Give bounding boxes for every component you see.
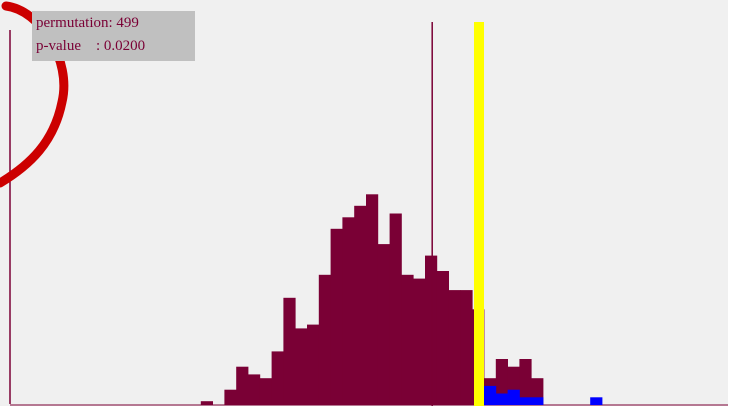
- histogram-bar: [200, 401, 213, 405]
- observed-statistic-line: [474, 22, 484, 406]
- pvalue-label: p-value: [36, 38, 81, 54]
- histogram-bar: [248, 374, 261, 405]
- histogram-bar-extreme: [495, 393, 508, 405]
- histogram-bar: [318, 274, 331, 405]
- histogram-bar: [389, 213, 402, 405]
- histogram-bars-above-observed: [484, 385, 603, 406]
- histogram-bar: [295, 328, 308, 405]
- histogram-bar: [236, 366, 249, 405]
- pvalue-text: p-value : 0.0200: [36, 37, 145, 55]
- histogram-bar: [283, 297, 296, 405]
- histogram-bar: [342, 217, 355, 405]
- histogram-bar: [330, 228, 343, 405]
- histogram-bar: [413, 278, 426, 405]
- histogram-bar: [271, 351, 284, 405]
- permutation-label: permutation:: [36, 15, 113, 31]
- histogram-bar-extreme: [484, 385, 497, 406]
- histogram-bar: [436, 271, 449, 405]
- permutation-info-box: permutation: 499 p-value : 0.0200: [32, 11, 195, 61]
- histogram-bar: [448, 290, 461, 405]
- histogram-bars-below-observed: [200, 194, 544, 406]
- histogram-bar-extreme: [590, 397, 603, 405]
- histogram-bar-extreme: [507, 389, 520, 405]
- permutation-value: 499: [116, 15, 139, 31]
- histogram-bar: [224, 389, 237, 405]
- histogram-bar: [366, 194, 379, 405]
- pvalue-value: 0.0200: [103, 38, 146, 54]
- histogram-bar: [259, 378, 272, 405]
- histogram-bar-extreme: [531, 397, 544, 405]
- histogram-bar: [460, 290, 473, 405]
- histogram-bar: [377, 244, 390, 405]
- permutation-count-text: permutation: 499: [36, 14, 139, 32]
- histogram-bar: [401, 274, 414, 405]
- histogram-bar: [425, 255, 438, 405]
- histogram-bar-extreme: [519, 397, 532, 405]
- histogram-bar: [519, 359, 532, 405]
- pvalue-sep: :: [95, 38, 101, 54]
- histogram-bar: [354, 205, 367, 405]
- histogram-bar: [307, 324, 320, 405]
